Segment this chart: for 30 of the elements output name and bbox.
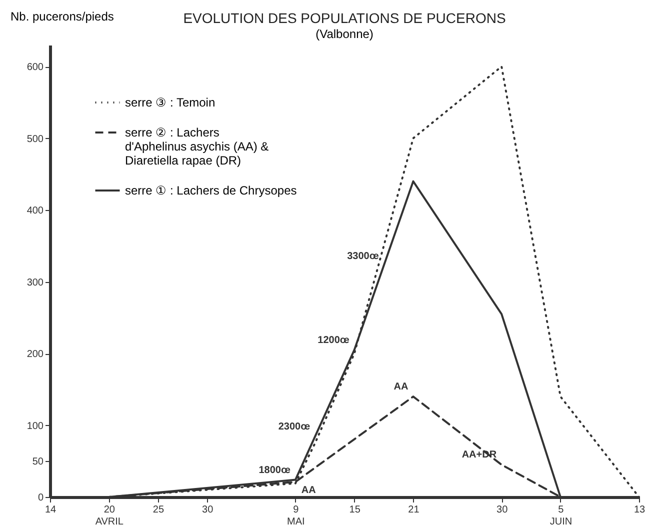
- x-tick-label: 5 JUIN: [550, 504, 572, 528]
- y-tick-label: 100: [26, 420, 44, 432]
- y-tick-label: 0: [38, 492, 44, 504]
- y-tick-label: 500: [26, 134, 44, 145]
- chart-title: EVOLUTION DES POPULATIONS DE PUCERONS: [183, 10, 506, 26]
- legend-label: serre ① : Lachers de Chrysopes: [125, 184, 297, 198]
- x-tick-label: 14: [44, 504, 56, 516]
- x-tick-label: 20 AVRIL: [95, 504, 124, 528]
- x-tick-label: 21: [408, 504, 420, 516]
- x-tick-label: 25: [152, 504, 164, 516]
- annotation: AA: [301, 484, 316, 496]
- annotation: 1200œ: [318, 334, 350, 346]
- x-tick-label: 9 MAI: [287, 504, 305, 528]
- annotation: AA: [394, 382, 408, 393]
- annotation: 2300œ: [278, 422, 311, 433]
- legend-label: serre ② : Lachers d'Aphelinus asychis (AA) & Diaretiella rapae (DR): [125, 126, 269, 168]
- x-tick-label: 15: [349, 504, 361, 516]
- x-tick-label: 30: [496, 504, 508, 516]
- legend-label: serre ③ : Temoin: [125, 96, 216, 110]
- annotation: 1800œ: [258, 464, 291, 476]
- y-tick-label: 300: [26, 277, 44, 288]
- x-tick-label: 30: [202, 504, 214, 516]
- x-tick-label: 13: [634, 504, 646, 516]
- y-tick-label: 200: [26, 349, 44, 360]
- y-axis-title: Nb. pucerons/pieds: [10, 10, 114, 24]
- y-tick-label: 600: [26, 62, 44, 74]
- y-tick-label: 400: [26, 206, 44, 217]
- y-tick-label: 50: [32, 456, 44, 468]
- annotation: 3300œ: [347, 250, 380, 262]
- chart-subtitle: (Valbonne): [316, 27, 374, 41]
